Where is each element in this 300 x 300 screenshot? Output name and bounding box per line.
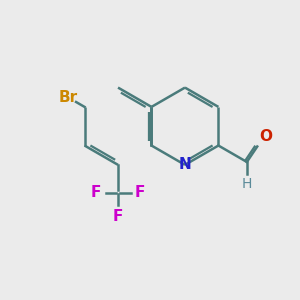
Text: N: N <box>178 158 191 172</box>
Text: F: F <box>113 209 123 224</box>
Text: F: F <box>135 185 145 200</box>
Text: O: O <box>260 129 273 144</box>
Text: F: F <box>91 185 101 200</box>
Text: H: H <box>242 177 252 191</box>
Text: Br: Br <box>59 90 78 105</box>
